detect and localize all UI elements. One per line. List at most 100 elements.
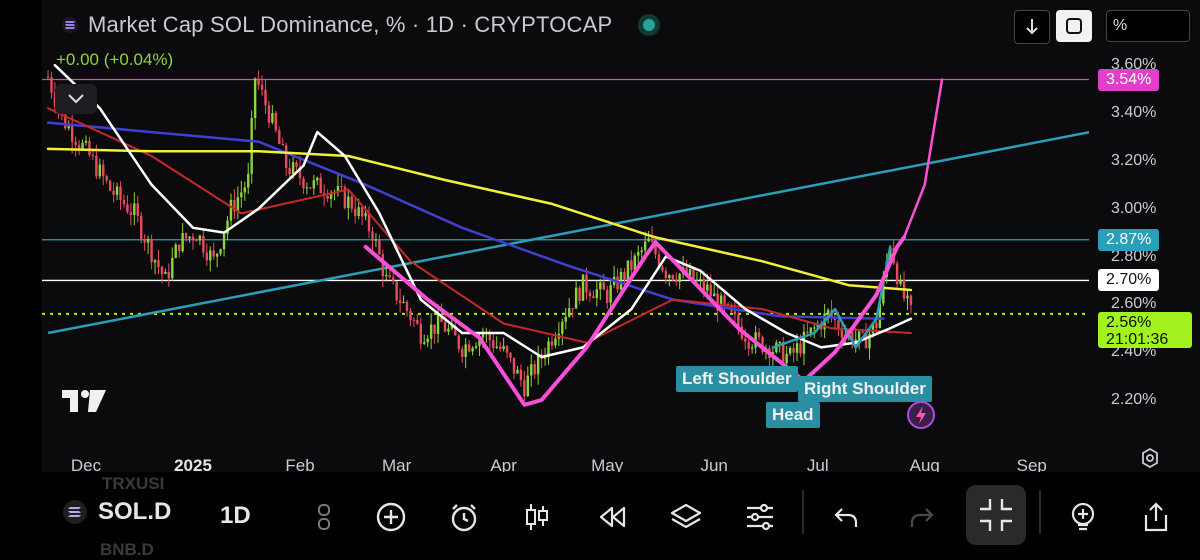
head-shoulders-path — [771, 245, 892, 349]
candle-body — [671, 275, 674, 280]
candle-body — [46, 77, 50, 79]
publish-idea-button[interactable] — [1063, 497, 1103, 537]
candle-body — [599, 282, 602, 290]
candle-body — [495, 346, 498, 348]
candle-body — [457, 335, 460, 349]
candle-body — [699, 278, 702, 280]
candle-body — [164, 271, 167, 274]
auto-scale-button[interactable] — [1056, 10, 1092, 42]
add-icon — [376, 502, 406, 532]
price-plot[interactable] — [0, 0, 1200, 444]
candle-body — [298, 166, 302, 179]
timeframe-button[interactable]: 1D — [220, 502, 251, 529]
candle-body — [547, 341, 550, 358]
add-button[interactable] — [371, 497, 411, 537]
axis-corner[interactable] — [1089, 444, 1200, 472]
indicators-button[interactable] — [740, 497, 780, 537]
candle-body — [440, 314, 443, 322]
price-level-label: 3.54% — [1098, 68, 1160, 91]
time-axis[interactable] — [42, 444, 1089, 472]
candle-body — [215, 253, 219, 257]
candle-body — [678, 273, 681, 282]
candle-body — [95, 155, 98, 177]
candle-body — [664, 270, 668, 279]
legend-collapse-button[interactable] — [55, 84, 97, 114]
chart-type-button[interactable] — [517, 497, 557, 537]
candle-body — [174, 244, 177, 258]
undo-button[interactable] — [826, 497, 866, 537]
candle-body — [630, 260, 633, 271]
share-button[interactable] — [1136, 497, 1176, 537]
candle-body — [157, 260, 160, 268]
replay-button[interactable] — [592, 497, 632, 537]
y-tick-label: 2.20% — [1111, 391, 1157, 408]
candle-body — [360, 207, 364, 217]
candle-body — [347, 196, 350, 209]
compare-button[interactable] — [304, 497, 344, 537]
candle-body — [799, 343, 802, 354]
chart-title: Market Cap SOL Dominance, % · 1D · CRYPT… — [88, 12, 613, 37]
download-button[interactable] — [1014, 10, 1050, 44]
candle-body — [129, 212, 133, 215]
current-price: 2.56% — [1106, 314, 1152, 331]
current-price-label: 2.56% 21:01:36 — [1098, 312, 1192, 348]
candle-body — [574, 287, 578, 309]
candle-body — [350, 196, 353, 209]
candle-body — [747, 341, 750, 349]
market-status-indicator[interactable] — [638, 14, 661, 36]
candle-body — [564, 316, 567, 322]
candle-body — [288, 168, 291, 175]
solana-icon — [63, 500, 87, 524]
candle-body — [371, 231, 374, 241]
candle-body — [367, 213, 371, 232]
layers-button[interactable] — [666, 497, 706, 537]
candle-body — [906, 295, 909, 299]
candle-body — [695, 279, 699, 281]
scale-mode-button[interactable]: % — [1106, 10, 1190, 42]
candle-body — [233, 199, 236, 212]
settings-icon[interactable] — [1138, 446, 1162, 470]
cup-pattern-path — [363, 235, 906, 407]
candle-body — [74, 141, 77, 146]
candle-body — [899, 280, 902, 285]
candle-body — [88, 140, 91, 156]
left-shoulder-label[interactable]: Left Shoulder — [676, 366, 798, 392]
candle-body — [340, 185, 343, 188]
candle-body — [792, 347, 795, 353]
candle-body — [554, 338, 557, 346]
candle-body — [502, 346, 505, 350]
candle-body — [568, 308, 571, 317]
alert-button[interactable] — [444, 497, 484, 537]
candle-body — [706, 284, 709, 291]
candle-body — [133, 203, 136, 215]
candle-body — [733, 311, 737, 315]
right-shoulder-label[interactable]: Right Shoulder — [798, 376, 932, 402]
y-tick-label: 3.20% — [1111, 151, 1157, 169]
share-icon — [1144, 502, 1168, 532]
candle-body — [492, 340, 495, 348]
candle-body — [284, 145, 288, 169]
symbol-button[interactable]: SOL.D — [62, 498, 171, 526]
candle-body — [267, 105, 271, 123]
candle-body — [609, 285, 612, 303]
candle-body — [319, 177, 322, 194]
chevron-down-icon — [68, 94, 84, 104]
candle-body — [312, 180, 316, 189]
chart-legend[interactable]: Market Cap SOL Dominance, % · 1D · CRYPT… — [62, 12, 661, 38]
redo-button[interactable] — [902, 497, 942, 537]
tradingview-logo — [62, 390, 106, 412]
head-label[interactable]: Head — [766, 402, 820, 428]
candle-body — [146, 238, 150, 243]
candle-body — [467, 344, 471, 352]
candle-body — [115, 186, 119, 195]
candle-body — [474, 346, 478, 348]
fullscreen-exit-button[interactable] — [966, 485, 1026, 545]
candle-body — [536, 353, 540, 375]
candle-body — [581, 274, 585, 301]
candle-body — [136, 203, 139, 216]
candle-body — [647, 238, 650, 242]
lightning-icon[interactable] — [906, 400, 936, 430]
candle-body — [861, 331, 864, 333]
symbol-list-ghost-above: TRXUSI — [102, 474, 165, 493]
candle-body — [585, 274, 588, 293]
